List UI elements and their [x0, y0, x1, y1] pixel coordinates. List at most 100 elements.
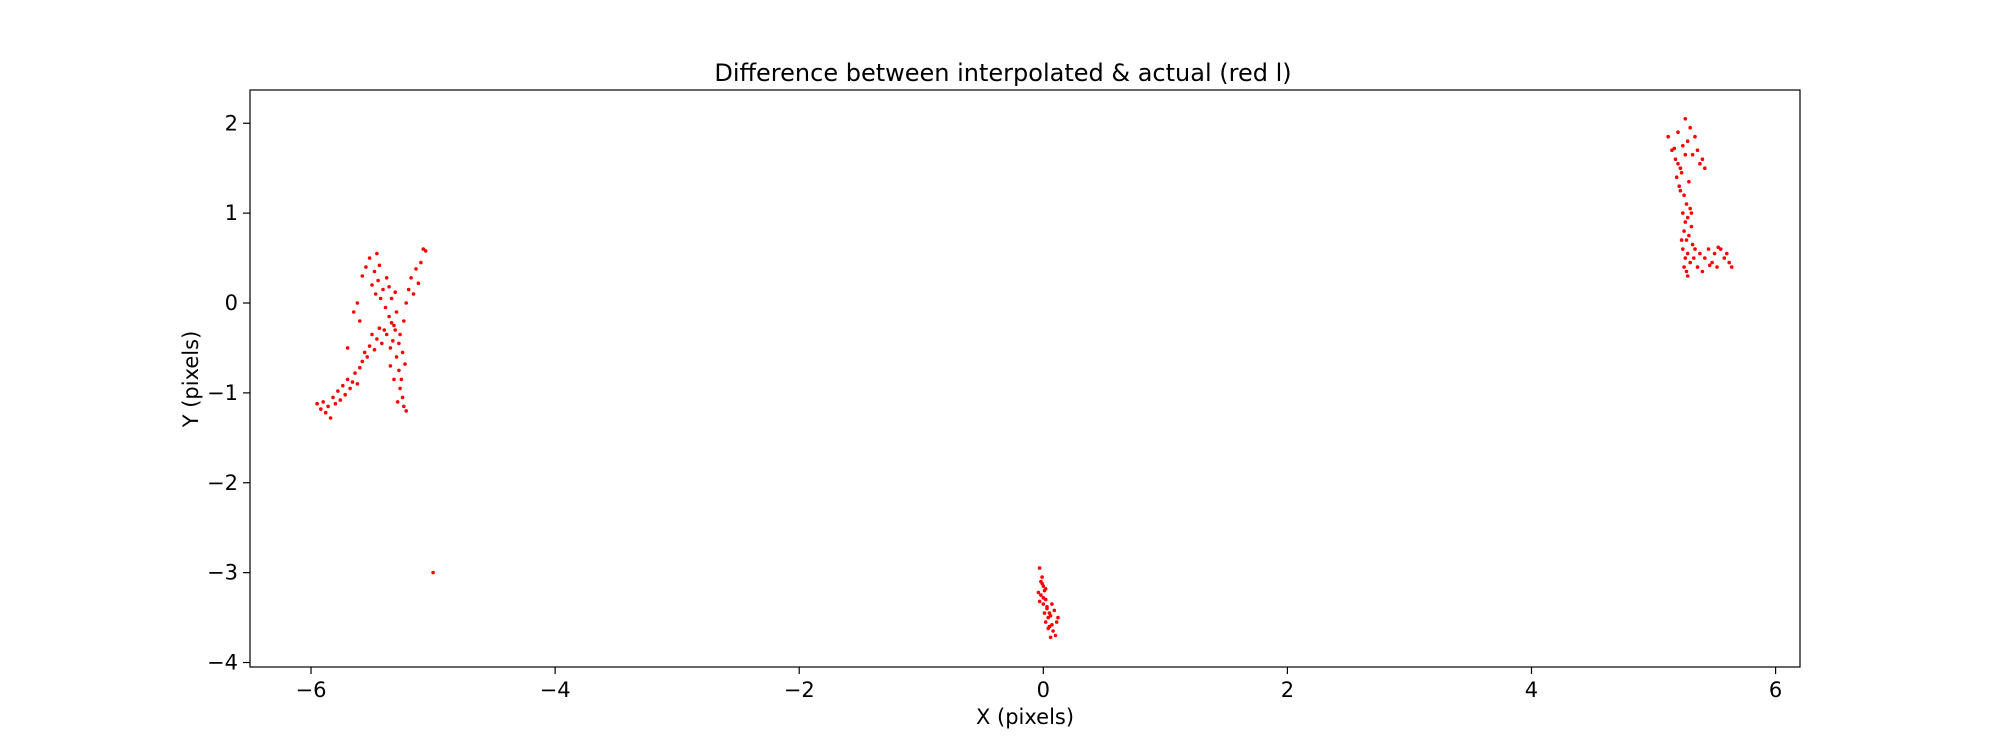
scatter-point: [375, 251, 379, 256]
chart-title: Difference between interpolated & actual…: [714, 59, 1291, 87]
scatter-point: [1040, 581, 1044, 586]
plot-frame: [249, 89, 1801, 668]
scatter-point: [389, 321, 394, 325]
scatter-point: [1037, 566, 1042, 570]
scatter-point: [380, 341, 384, 346]
scatter-point: [1041, 596, 1046, 600]
scatter-point: [1682, 265, 1686, 269]
x-tick-label: 2: [1281, 678, 1294, 702]
scatter-point: [1690, 242, 1695, 247]
scatter-point: [1688, 125, 1692, 130]
y-tick-label: 1: [225, 201, 238, 225]
scatter-point: [1040, 575, 1044, 579]
scatter-point: [1043, 587, 1048, 591]
scatter-point: [1041, 584, 1046, 588]
scatter-point: [1039, 593, 1043, 597]
y-axis-label: Y (pixels): [179, 331, 203, 429]
scatter-point: [1681, 143, 1685, 148]
scatter-point: [370, 283, 374, 287]
scatter-point: [397, 341, 401, 346]
scatter-point: [1716, 245, 1720, 250]
scatter-point: [383, 305, 388, 310]
scatter-point: [345, 346, 350, 350]
scatter-point: [358, 365, 362, 370]
scatter-point: [423, 249, 428, 253]
scatter-point: [1684, 269, 1689, 274]
scatter-point: [377, 326, 382, 331]
scatter-point: [351, 310, 356, 314]
scatter-point: [377, 263, 382, 268]
scatter-point: [1050, 602, 1054, 606]
scatter-point: [406, 287, 411, 292]
scatter-point: [1043, 620, 1048, 624]
scatter-point: [1693, 247, 1697, 251]
scatter-point: [315, 401, 319, 406]
scatter-point: [362, 350, 367, 355]
data-points: [315, 117, 1734, 640]
scatter-point: [1715, 265, 1719, 269]
scatter-point: [384, 276, 389, 280]
scatter-point: [1688, 206, 1692, 211]
scatter-point: [384, 332, 389, 337]
scatter-point: [353, 371, 357, 375]
x-tick-label: −2: [784, 678, 815, 702]
scatter-point: [358, 319, 362, 323]
scatter-point: [1677, 184, 1681, 188]
scatter-point: [1674, 175, 1679, 179]
scatter-point: [1692, 256, 1696, 260]
scatter-point: [1045, 605, 1049, 609]
scatter-point: [409, 276, 413, 280]
scatter-point: [1707, 263, 1712, 268]
scatter-point: [388, 364, 393, 368]
scatter-point: [1676, 161, 1680, 166]
scatter-point: [1672, 146, 1677, 151]
scatter-point: [1673, 157, 1678, 161]
scatter-point: [367, 344, 372, 348]
scatter-point: [1048, 635, 1053, 640]
scatter-point: [345, 377, 350, 382]
scatter-point: [392, 377, 396, 382]
scatter-point: [328, 416, 333, 420]
scatter-point: [404, 301, 409, 305]
scatter-point: [1683, 117, 1688, 121]
scatter-point: [387, 314, 391, 319]
scatter-point: [348, 386, 352, 391]
scatter-point: [400, 395, 405, 400]
scatter-point: [1725, 251, 1729, 256]
scatter-point: [323, 410, 328, 415]
y-tick-label: −4: [207, 651, 238, 675]
scatter-point: [382, 328, 387, 332]
scatter-point: [365, 355, 370, 359]
y-tick-label: −1: [207, 381, 238, 405]
scatter-point: [391, 339, 395, 343]
scatter-point: [397, 368, 401, 373]
scatter-point: [1682, 193, 1686, 197]
scatter-point: [1729, 265, 1734, 269]
scatter-point: [1684, 202, 1689, 206]
scatter-point: [1683, 220, 1688, 224]
y-axis-ticks: −4 −3 −2 −1 0 1 2: [207, 111, 250, 675]
y-tick-label: −2: [207, 471, 238, 495]
scatter-point: [1695, 148, 1700, 152]
scatter-point: [1046, 626, 1050, 631]
scatter-point: [355, 382, 360, 386]
scatter-point: [1710, 260, 1714, 265]
scatter-point: [1036, 590, 1041, 595]
scatter-point: [1718, 247, 1723, 251]
scatter-point: [1051, 629, 1055, 633]
scatter-point: [411, 292, 416, 296]
scatter-point: [398, 386, 402, 391]
scatter-point: [336, 389, 340, 393]
scatter-point: [393, 290, 398, 295]
scatter-point: [1681, 211, 1685, 215]
scatter-point: [331, 395, 335, 400]
scatter-point: [360, 359, 365, 364]
scatter-point: [319, 407, 323, 411]
scatter-point: [364, 265, 368, 269]
scatter-point: [1047, 611, 1052, 615]
scatter-point: [402, 319, 406, 323]
scatter-point: [372, 347, 377, 352]
scatter-point: [355, 301, 360, 305]
scatter-point: [393, 328, 398, 332]
